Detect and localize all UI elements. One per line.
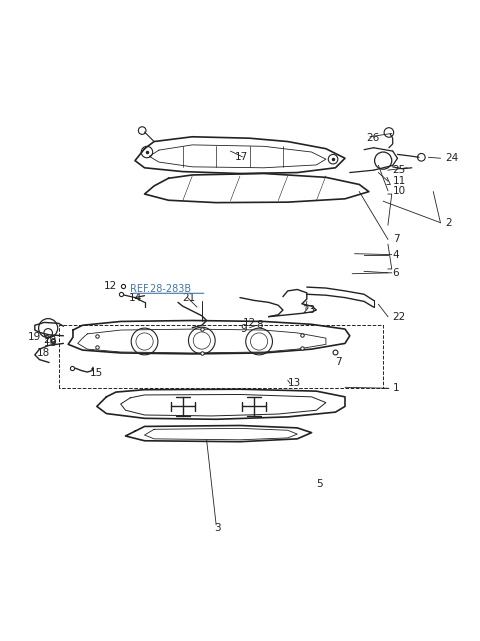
Text: 17: 17 <box>235 152 249 162</box>
Text: 5: 5 <box>316 479 323 488</box>
Text: 15: 15 <box>90 368 103 378</box>
Text: 21: 21 <box>183 292 196 303</box>
Text: 20: 20 <box>43 335 57 345</box>
Text: REF.28-283B: REF.28-283B <box>130 285 192 294</box>
Text: 12: 12 <box>242 318 256 328</box>
Text: 6: 6 <box>393 268 399 278</box>
Text: 23: 23 <box>302 305 315 315</box>
Text: 7: 7 <box>336 357 342 367</box>
Text: 2: 2 <box>445 218 452 228</box>
Text: 11: 11 <box>393 176 406 186</box>
Text: 25: 25 <box>393 165 406 175</box>
Text: 3: 3 <box>214 523 220 533</box>
Text: 7: 7 <box>393 235 399 244</box>
Text: 14: 14 <box>129 292 143 303</box>
Text: 22: 22 <box>393 312 406 322</box>
Text: 19: 19 <box>28 332 41 342</box>
Text: 16: 16 <box>43 338 57 349</box>
Text: 4: 4 <box>393 249 399 260</box>
Text: 24: 24 <box>445 153 458 163</box>
Text: 9: 9 <box>240 324 247 334</box>
Text: 26: 26 <box>366 133 380 143</box>
Text: 13: 13 <box>288 378 301 388</box>
Text: 12: 12 <box>104 281 117 291</box>
Text: 10: 10 <box>393 186 406 196</box>
Text: 1: 1 <box>393 383 399 394</box>
Text: 18: 18 <box>37 348 50 358</box>
Text: 8: 8 <box>257 320 264 330</box>
